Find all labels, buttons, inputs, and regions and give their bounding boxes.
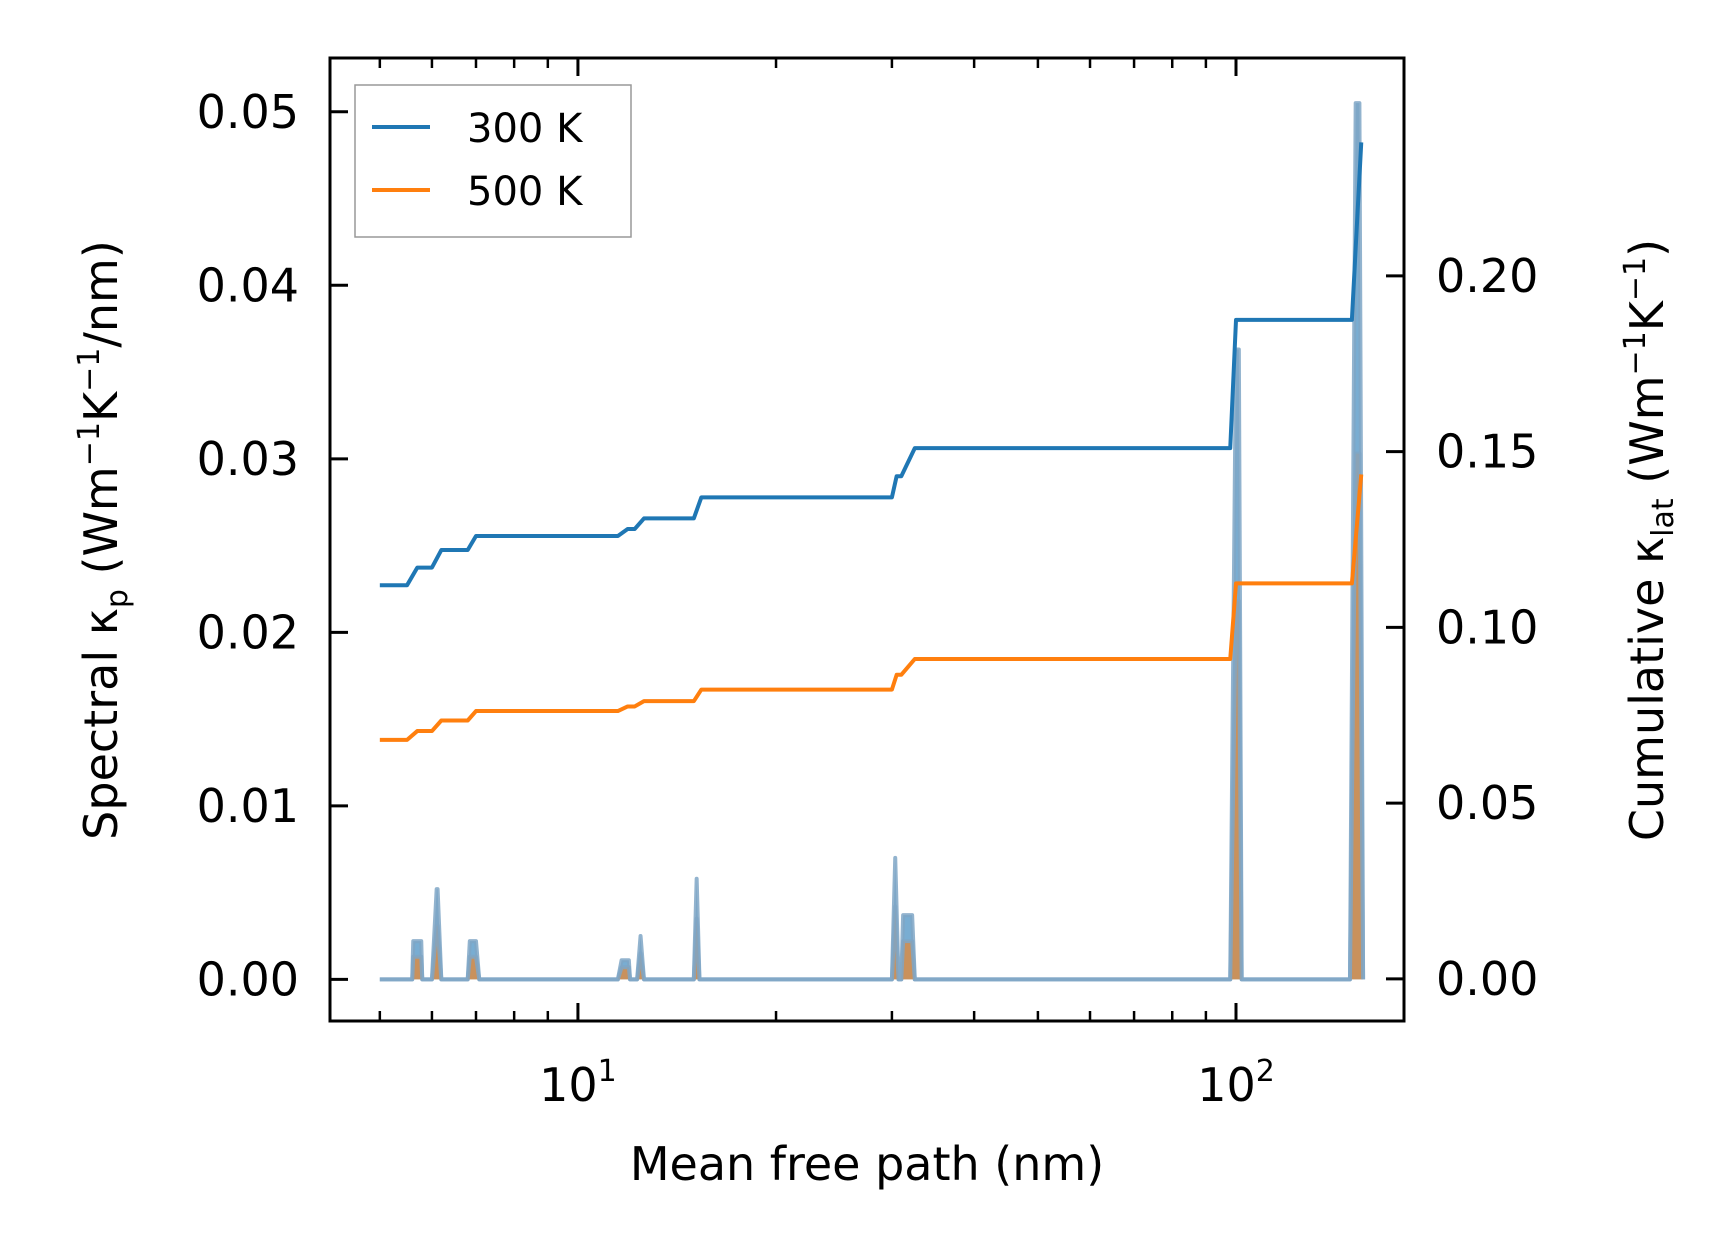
legend-box: [354, 84, 632, 238]
x-tick-label: 102: [1197, 1054, 1275, 1112]
y-left-tick-label: 0.01: [197, 779, 299, 833]
axes-frame: [328, 56, 1406, 1023]
y-right-tick-label: 0.20: [1436, 249, 1538, 303]
x-axis-title: Mean free path (nm): [630, 1137, 1104, 1191]
y-right-axis-title: Cumulative κlat (Wm−1K−1): [1618, 239, 1681, 841]
y-right-tick-label: 0.05: [1436, 776, 1538, 830]
spectral-line-500k: [379, 451, 1366, 982]
y-right-tick-label: 0.15: [1436, 425, 1538, 479]
legend-label-500k: 500 K: [467, 169, 584, 215]
axis-ticks: [330, 58, 1404, 1021]
cumulative-line-500k: [379, 474, 1364, 742]
y-right-tick-label: 0.10: [1436, 600, 1538, 654]
cumulative-line-300k: [379, 142, 1364, 588]
y-left-axis-title: Spectral κp (Wm−1K−1/nm): [72, 240, 135, 840]
x-tick-label: 101: [539, 1054, 617, 1112]
y-left-tick-label: 0.00: [197, 952, 299, 1006]
y-left-tick-label: 0.05: [197, 85, 299, 139]
y-left-tick-label: 0.03: [197, 432, 299, 486]
legend: 300 K 500 K: [354, 84, 632, 238]
y-left-tick-label: 0.02: [197, 605, 299, 659]
y-left-tick-label: 0.04: [197, 258, 299, 312]
y-right-tick-label: 0.00: [1436, 952, 1538, 1006]
legend-label-300k: 300 K: [467, 106, 584, 152]
plot-area: [379, 101, 1366, 982]
